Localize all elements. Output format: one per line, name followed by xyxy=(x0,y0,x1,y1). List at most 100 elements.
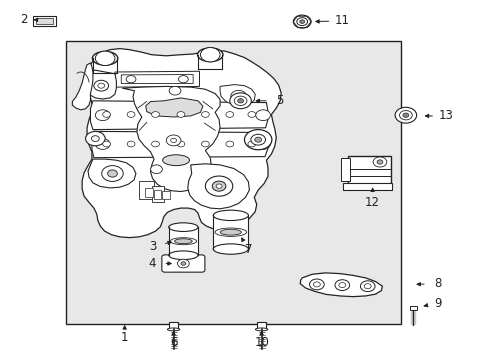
Bar xyxy=(36,18,53,24)
Circle shape xyxy=(293,15,310,28)
Text: 1: 1 xyxy=(121,331,128,344)
Circle shape xyxy=(102,112,110,117)
Ellipse shape xyxy=(170,238,196,245)
Polygon shape xyxy=(88,159,136,188)
Circle shape xyxy=(225,141,233,147)
Bar xyxy=(66,41,400,324)
Circle shape xyxy=(177,141,184,147)
Circle shape xyxy=(127,141,135,147)
Circle shape xyxy=(229,93,251,109)
Circle shape xyxy=(334,280,349,291)
Text: 2: 2 xyxy=(20,13,27,26)
Circle shape xyxy=(201,141,209,147)
Bar xyxy=(153,190,161,199)
Circle shape xyxy=(151,112,159,117)
Circle shape xyxy=(299,20,304,23)
Circle shape xyxy=(216,184,222,188)
Circle shape xyxy=(309,279,324,290)
Polygon shape xyxy=(92,131,267,158)
Circle shape xyxy=(237,99,243,103)
Circle shape xyxy=(107,170,117,177)
Circle shape xyxy=(126,76,136,83)
Circle shape xyxy=(178,76,188,83)
Circle shape xyxy=(98,83,104,88)
Circle shape xyxy=(360,281,374,292)
Bar xyxy=(162,191,170,199)
Circle shape xyxy=(364,284,370,289)
Ellipse shape xyxy=(174,239,192,244)
Ellipse shape xyxy=(92,51,118,65)
Circle shape xyxy=(254,137,261,142)
Circle shape xyxy=(94,80,108,91)
Circle shape xyxy=(399,111,411,120)
Ellipse shape xyxy=(213,210,248,221)
Bar xyxy=(145,188,153,197)
Circle shape xyxy=(85,131,105,146)
Text: 10: 10 xyxy=(254,336,268,349)
Circle shape xyxy=(372,157,386,167)
Polygon shape xyxy=(187,164,249,209)
Circle shape xyxy=(151,141,159,147)
Circle shape xyxy=(212,181,225,191)
Polygon shape xyxy=(122,86,220,192)
Text: 12: 12 xyxy=(365,196,379,209)
Text: 7: 7 xyxy=(244,243,252,256)
Circle shape xyxy=(102,141,110,147)
Circle shape xyxy=(150,165,162,174)
Circle shape xyxy=(95,51,115,66)
Polygon shape xyxy=(82,49,281,238)
Circle shape xyxy=(169,86,181,95)
Ellipse shape xyxy=(255,328,267,331)
Polygon shape xyxy=(145,98,203,117)
Text: 13: 13 xyxy=(438,109,452,122)
Circle shape xyxy=(166,135,181,146)
Circle shape xyxy=(255,110,270,121)
Circle shape xyxy=(338,283,345,288)
Circle shape xyxy=(170,138,176,143)
Polygon shape xyxy=(84,70,116,99)
Circle shape xyxy=(177,112,184,117)
Bar xyxy=(257,322,265,329)
Bar xyxy=(169,322,178,329)
Polygon shape xyxy=(220,85,255,106)
Circle shape xyxy=(200,48,220,62)
Ellipse shape xyxy=(168,223,198,231)
Text: 4: 4 xyxy=(148,257,156,270)
Circle shape xyxy=(234,96,246,105)
Polygon shape xyxy=(121,75,193,84)
Circle shape xyxy=(255,139,270,149)
FancyBboxPatch shape xyxy=(162,255,204,272)
Text: 6: 6 xyxy=(169,336,177,349)
Circle shape xyxy=(91,136,99,141)
Circle shape xyxy=(235,94,242,99)
Bar xyxy=(151,186,163,202)
Bar xyxy=(347,156,390,184)
Circle shape xyxy=(247,141,255,147)
Bar xyxy=(33,16,56,26)
Circle shape xyxy=(244,130,271,150)
Polygon shape xyxy=(300,273,382,297)
Text: 8: 8 xyxy=(433,277,441,290)
Ellipse shape xyxy=(162,155,189,166)
Ellipse shape xyxy=(167,328,180,331)
Circle shape xyxy=(250,134,265,145)
Bar xyxy=(213,215,248,249)
Bar xyxy=(139,181,154,199)
Circle shape xyxy=(205,176,232,196)
Circle shape xyxy=(95,110,110,121)
Circle shape xyxy=(127,112,135,117)
Circle shape xyxy=(247,112,255,117)
Circle shape xyxy=(394,107,416,123)
Ellipse shape xyxy=(215,228,246,237)
Circle shape xyxy=(402,113,408,117)
Text: 5: 5 xyxy=(275,94,283,107)
Circle shape xyxy=(177,259,189,268)
Circle shape xyxy=(95,139,110,149)
Text: 3: 3 xyxy=(148,240,156,253)
Bar xyxy=(168,227,198,255)
Polygon shape xyxy=(72,63,93,110)
Ellipse shape xyxy=(168,251,198,260)
Circle shape xyxy=(102,166,123,181)
Ellipse shape xyxy=(213,244,248,254)
Bar xyxy=(409,306,416,310)
